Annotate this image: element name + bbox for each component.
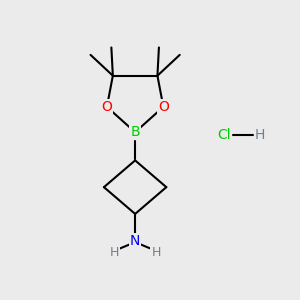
- Text: O: O: [101, 100, 112, 114]
- Text: Cl: Cl: [218, 128, 231, 142]
- Text: H: H: [255, 128, 265, 142]
- Text: H: H: [110, 246, 119, 259]
- Text: H: H: [151, 246, 160, 259]
- Text: N: N: [130, 234, 140, 248]
- Text: B: B: [130, 125, 140, 139]
- Text: O: O: [158, 100, 169, 114]
